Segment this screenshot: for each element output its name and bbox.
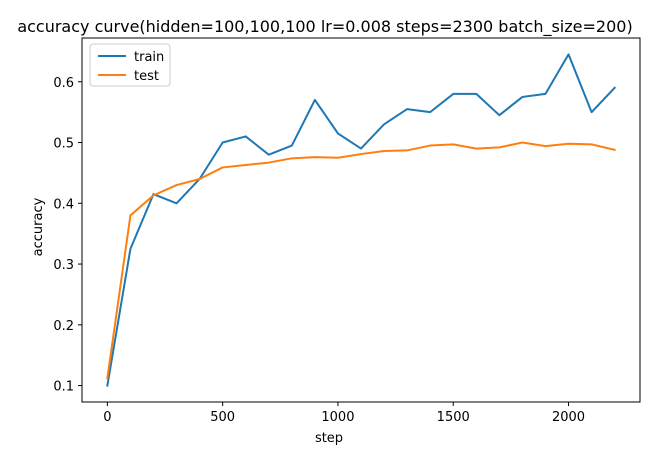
x-tick-label: 1000 — [321, 410, 354, 425]
series-line-test — [106, 141, 616, 380]
y-tick-label: 0.4 — [53, 197, 74, 212]
y-axis-label: accuracy — [31, 197, 46, 256]
x-tick-label: 0 — [103, 410, 111, 425]
legend: train test — [89, 43, 171, 87]
legend-label-test: test — [134, 69, 159, 84]
x-tick-label: 500 — [210, 410, 235, 425]
chart-title: accuracy curve(hidden=100,100,100 lr=0.0… — [17, 17, 632, 37]
x-tick-label: 2000 — [552, 410, 585, 425]
x-axis-label: step — [315, 431, 343, 446]
y-tick-label: 0.2 — [53, 319, 74, 334]
legend-label-train: train — [134, 50, 164, 65]
y-tick-label: 0.6 — [53, 76, 74, 91]
x-tick-label: 1500 — [437, 410, 470, 425]
y-tick-label: 0.1 — [53, 380, 74, 395]
plot-frame — [81, 37, 641, 403]
y-tick-label: 0.3 — [53, 258, 74, 273]
plot-area: 0 500 1000 1500 2000 0.1 0.2 0.3 0.4 0.5 0.6 — [53, 37, 641, 425]
series-line-train — [106, 53, 617, 387]
y-tick-label: 0.5 — [53, 137, 74, 152]
